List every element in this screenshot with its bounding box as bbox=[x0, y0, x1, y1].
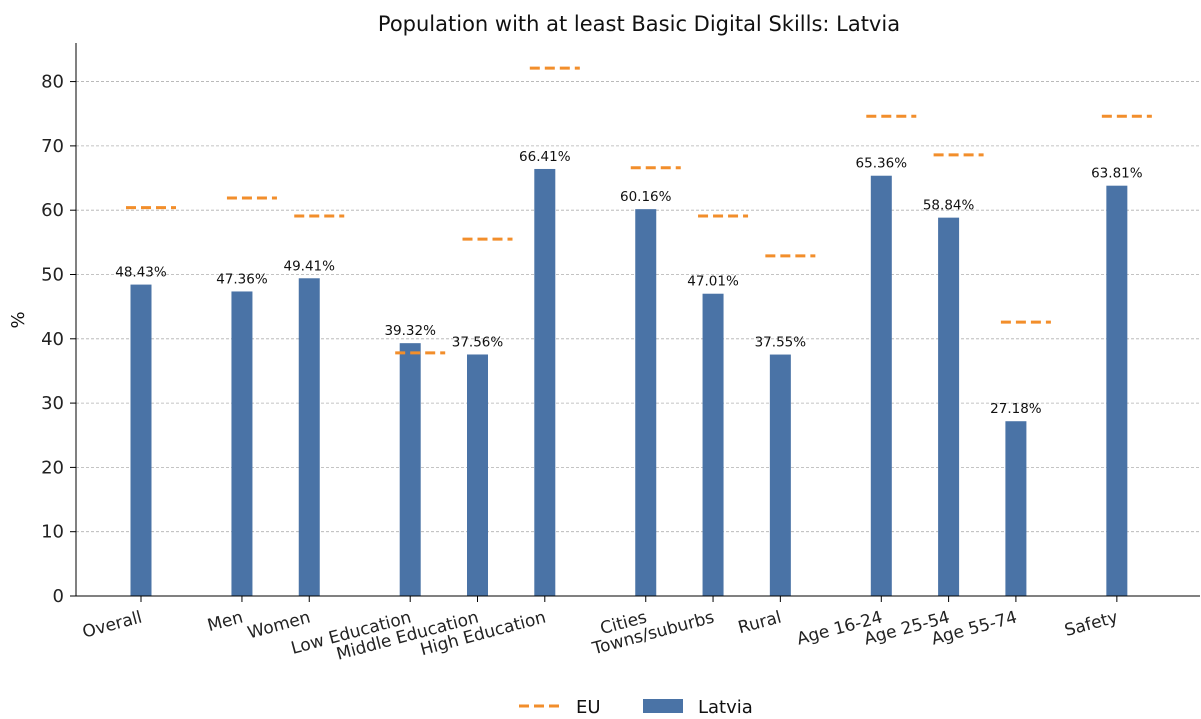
data-label-12: 63.81% bbox=[1091, 166, 1143, 182]
data-label-10: 58.84% bbox=[923, 198, 975, 214]
ytick-label-50: 50 bbox=[41, 264, 64, 285]
bar-2 bbox=[298, 278, 320, 596]
ytick-label-20: 20 bbox=[41, 457, 64, 478]
bar-10 bbox=[938, 217, 960, 596]
ytick-label-70: 70 bbox=[41, 136, 64, 157]
ytick-label-0: 0 bbox=[53, 586, 64, 607]
data-label-5: 66.41% bbox=[519, 149, 571, 165]
ytick-label-60: 60 bbox=[41, 200, 64, 221]
data-label-3: 39.32% bbox=[384, 323, 436, 339]
data-label-6: 60.16% bbox=[620, 189, 672, 205]
legend-latvia-label: Latvia bbox=[698, 697, 753, 715]
data-label-4: 37.56% bbox=[452, 334, 504, 350]
data-label-9: 65.36% bbox=[856, 156, 908, 172]
eu-markers-layer bbox=[126, 66, 1152, 355]
ytick-label-80: 80 bbox=[41, 72, 64, 93]
bar-0 bbox=[130, 284, 152, 596]
axes-layer: 0 10 20 30 40 50 60 70 80 bbox=[41, 43, 1200, 607]
ytick-label-10: 10 bbox=[41, 522, 64, 543]
xtick-label-12: Safety bbox=[1062, 608, 1120, 641]
bars-layer bbox=[130, 168, 1128, 596]
bar-9 bbox=[870, 175, 892, 596]
chart-title: Population with at least Basic Digital S… bbox=[378, 12, 900, 36]
legend-latvia-swatch bbox=[643, 699, 683, 713]
data-labels-layer: 48.43% 47.36% 49.41% 39.32% 37.56% 66.41% 60.1… bbox=[115, 149, 1142, 417]
bar-1 bbox=[231, 291, 253, 596]
legend-eu-label: EU bbox=[576, 697, 601, 715]
xtick-label-1: Men bbox=[205, 608, 245, 637]
data-label-8: 37.55% bbox=[755, 335, 807, 351]
y-axis-label: % bbox=[8, 311, 29, 328]
bar-5 bbox=[534, 168, 556, 596]
ytick-label-40: 40 bbox=[41, 329, 64, 350]
bar-11 bbox=[1005, 421, 1027, 596]
legend: EU Latvia bbox=[519, 697, 753, 718]
data-label-2: 49.41% bbox=[284, 258, 336, 274]
bar-3 bbox=[399, 343, 421, 596]
bar-6 bbox=[635, 209, 657, 596]
bar-12 bbox=[1106, 185, 1128, 596]
ytick-label-30: 30 bbox=[41, 393, 64, 414]
data-label-7: 47.01% bbox=[687, 274, 739, 290]
xtick-label-0: Overall bbox=[80, 608, 144, 643]
data-label-11: 27.18% bbox=[990, 401, 1042, 417]
bar-8 bbox=[769, 354, 791, 596]
data-label-0: 48.43% bbox=[115, 265, 167, 281]
xtick-label-8: Rural bbox=[736, 608, 784, 639]
bar-7 bbox=[702, 293, 724, 596]
data-label-1: 47.36% bbox=[216, 271, 268, 287]
bar-4 bbox=[467, 354, 488, 596]
